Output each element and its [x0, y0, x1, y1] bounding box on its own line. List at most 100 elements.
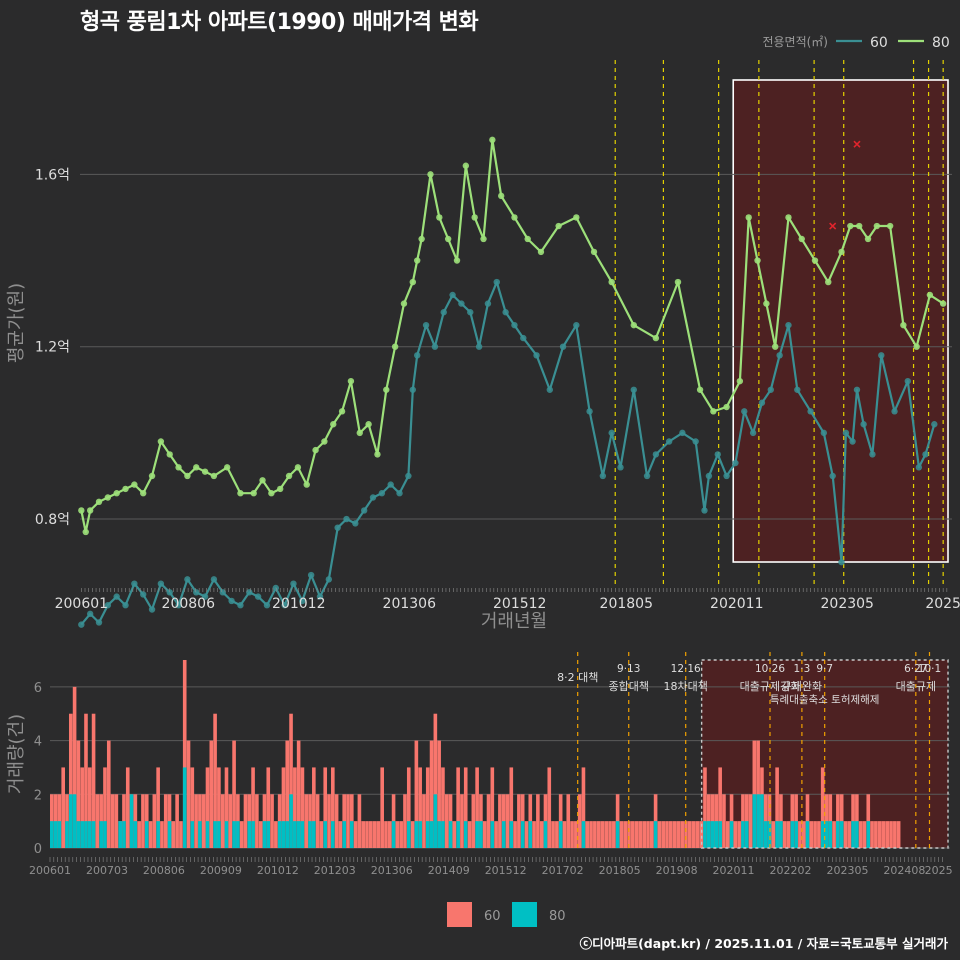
bar-60: [103, 767, 107, 848]
bar-80: [752, 794, 757, 848]
series-80-point: [674, 278, 682, 286]
bar-60: [528, 794, 533, 848]
bar-80: [296, 821, 301, 848]
bar-80: [824, 821, 829, 848]
bar-60: [190, 767, 195, 848]
bar-80: [91, 821, 96, 848]
bar-60: [737, 821, 741, 848]
bar-60: [596, 821, 601, 848]
bar-60: [403, 794, 407, 848]
bar-60: [251, 767, 255, 848]
bar-80: [767, 821, 772, 848]
bar-60: [699, 821, 703, 848]
legend-label-80: 80: [932, 35, 950, 51]
series-80-point: [900, 321, 907, 329]
bar-60: [847, 821, 852, 848]
series-60-point: [829, 472, 836, 480]
policy-date-label: 1·3: [794, 663, 811, 675]
bar-60: [866, 794, 871, 848]
policy-label: 규제완화: [782, 680, 822, 693]
series-80-point: [148, 472, 156, 480]
bar-60: [809, 821, 814, 848]
series-80-point: [785, 214, 792, 221]
series-80-point: [555, 222, 562, 230]
bar-60: [331, 767, 335, 848]
bar-80: [80, 821, 84, 848]
bar-60: [501, 794, 506, 848]
bar-80: [190, 821, 195, 848]
series-60-point: [767, 386, 774, 393]
bar-60: [813, 821, 817, 848]
bar-60: [577, 794, 582, 848]
series-80-point: [365, 421, 372, 428]
series-60-point: [475, 343, 483, 350]
series-80-point: [175, 464, 182, 471]
bar-60: [224, 767, 229, 848]
bar-60: [657, 821, 662, 848]
policy-label: 특례대출축소 토허제해제: [770, 693, 880, 706]
bar-60: [482, 821, 487, 848]
series-60-point: [307, 571, 315, 579]
bar-80: [308, 821, 312, 848]
bar-80: [828, 821, 833, 848]
bar-60: [91, 713, 96, 848]
bar-60: [262, 794, 267, 848]
series-60-point: [665, 438, 673, 445]
bar-60: [855, 794, 859, 848]
series-80-point: [223, 464, 231, 471]
series-80-point: [811, 257, 819, 264]
series-60-point: [931, 421, 938, 428]
series-80-point: [847, 222, 854, 230]
bar-60: [95, 794, 100, 848]
bar-60: [771, 821, 776, 848]
bar-60: [543, 794, 548, 848]
series-60-point: [263, 602, 271, 609]
series-60-point: [78, 621, 85, 628]
bar-80: [350, 821, 354, 848]
bar-60: [258, 821, 263, 848]
bar-60: [179, 821, 183, 848]
bar-x-tick-label: 201512: [485, 864, 527, 877]
bar-80: [615, 821, 620, 848]
bar-80: [475, 821, 479, 848]
bar-80: [99, 821, 103, 848]
series-60-point: [705, 472, 713, 480]
series-60-point: [422, 321, 430, 329]
bar-60: [201, 794, 206, 848]
bar-60: [384, 821, 388, 848]
bar-80: [866, 821, 871, 848]
highlight-border-bottom: [700, 659, 949, 849]
bar-60: [429, 740, 434, 848]
y-tick-label: 1.6억: [35, 167, 70, 183]
series-80-point: [630, 321, 637, 329]
series-60-point: [228, 597, 235, 605]
series-80-point: [652, 334, 660, 342]
series-80-point: [926, 291, 934, 299]
series-60-point: [586, 408, 593, 415]
series-60-point: [458, 300, 465, 307]
series-80-point: [798, 235, 805, 243]
series-60-point: [617, 464, 624, 471]
bar-60: [444, 794, 449, 848]
bar-80: [406, 821, 411, 848]
x-tick-label: 201012: [272, 596, 325, 612]
series-80-point: [497, 192, 505, 200]
bar-60: [820, 767, 825, 848]
series-80-point: [573, 214, 580, 221]
bar-60: [425, 767, 430, 848]
bar-60: [779, 794, 783, 848]
series-60-point: [467, 309, 474, 316]
series-60-point: [281, 602, 288, 609]
bar-60: [171, 821, 176, 848]
series-60-point: [131, 580, 138, 587]
series-60-point: [915, 464, 923, 471]
series-60-point: [922, 451, 929, 458]
bar-x-tick-label: 201012: [257, 864, 299, 877]
bar-80: [251, 821, 255, 848]
series-80-point: [913, 343, 920, 350]
bar-60: [50, 794, 54, 848]
series-80-point: [210, 472, 218, 480]
bar-60: [141, 794, 145, 848]
series-60-point: [272, 584, 279, 592]
